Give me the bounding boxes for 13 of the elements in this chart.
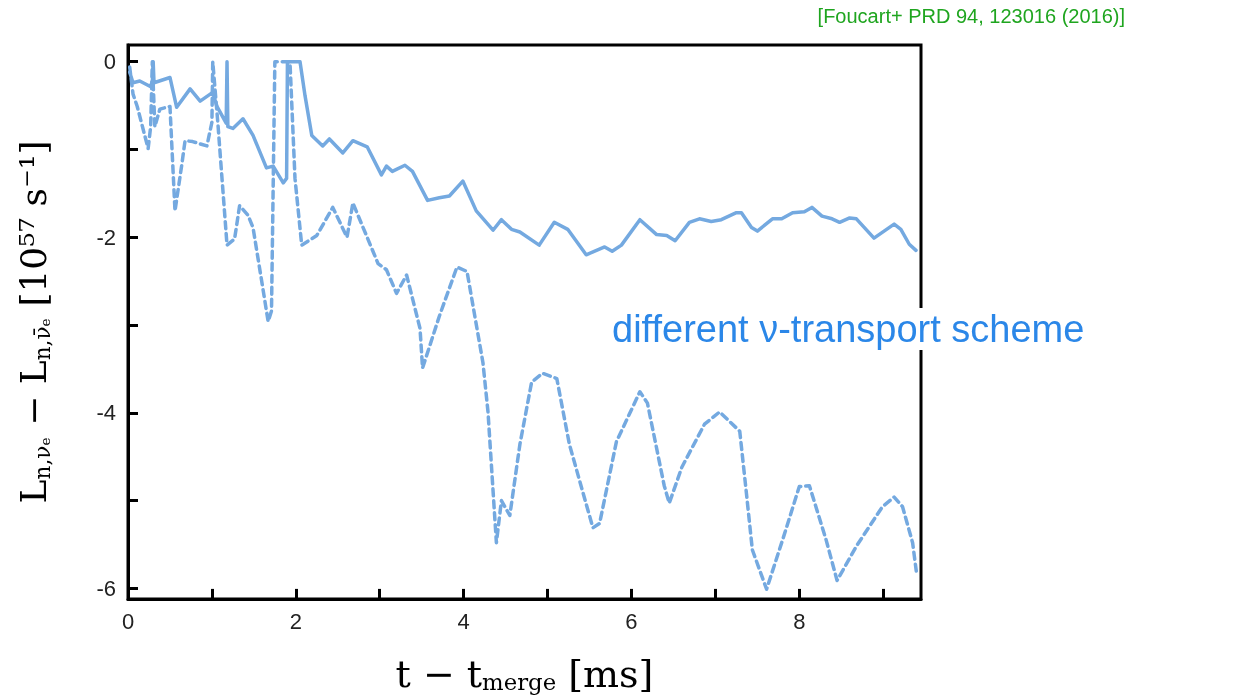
x-tick-label: 6 — [625, 609, 638, 635]
y-axis-title: Ln,νₑ − Ln,ν̄ₑ [10⁵⁷ s⁻¹] — [13, 140, 55, 504]
x-tick-label: 0 — [121, 609, 135, 635]
x-axis-title: t − tmerge [ms] — [395, 651, 654, 696]
x-tick-label: 2 — [289, 609, 302, 635]
y-tick-label: -2 — [96, 224, 116, 250]
y-tick-label: 0 — [103, 49, 116, 75]
annotation: different ν-transport scheme — [612, 308, 1085, 350]
x-tick-label: 4 — [457, 609, 470, 635]
y-tick-label: -6 — [96, 575, 116, 601]
text: [Foucart+ PRD 94, 123016 (2016)] — [817, 5, 1125, 27]
y-tick-label: -4 — [96, 400, 116, 426]
x-tick-label: 8 — [793, 609, 806, 635]
